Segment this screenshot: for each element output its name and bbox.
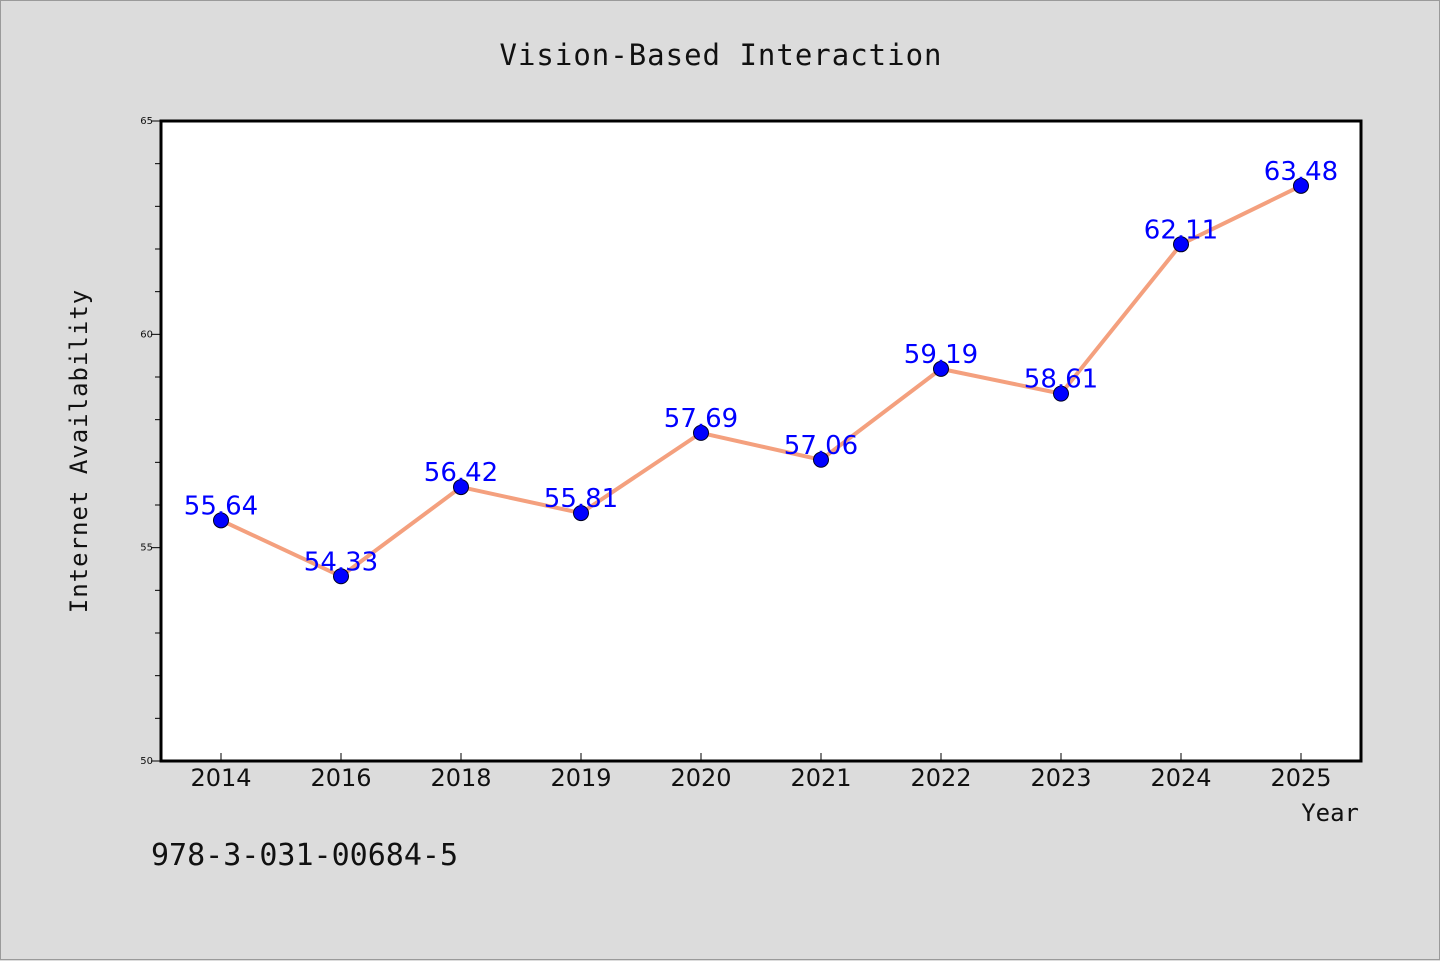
data-point <box>1293 177 1309 194</box>
data-point <box>1173 236 1189 253</box>
y-tick-label: 50 <box>140 756 153 767</box>
x-tick-label: 2024 <box>1150 764 1211 792</box>
y-tick-label: 60 <box>140 329 153 340</box>
data-point <box>213 512 229 529</box>
y-tick-label: 55 <box>140 543 153 554</box>
data-point <box>693 424 709 441</box>
chart-title: Vision-Based Interaction <box>499 38 942 72</box>
y-tick-label: 65 <box>140 116 153 127</box>
data-label: 57.69 <box>664 404 738 434</box>
x-tick-label: 2016 <box>310 764 371 792</box>
x-tick-label: 2020 <box>670 764 731 792</box>
x-tick-label: 2019 <box>550 764 611 792</box>
data-label: 58.61 <box>1024 365 1098 395</box>
x-tick-label: 2018 <box>430 764 491 792</box>
data-point <box>1053 385 1069 402</box>
plot-area <box>161 121 1361 761</box>
x-tick-label: 2025 <box>1270 764 1331 792</box>
data-label: 59.19 <box>904 340 978 370</box>
data-label: 55.81 <box>544 484 618 514</box>
data-label: 63.48 <box>1264 157 1338 187</box>
x-axis: 2014 2016 2018 2019 2020 2021 2022 2023 2024 2025 <box>190 753 1332 792</box>
data-point <box>573 505 589 522</box>
data-label: 57.06 <box>784 431 858 461</box>
y-axis: 50 55 60 65 <box>140 116 161 767</box>
plot-frame <box>159 119 1363 763</box>
data-point <box>333 568 349 585</box>
series-line <box>219 183 1303 579</box>
x-tick-label: 2021 <box>790 764 851 792</box>
x-axis-label: Year <box>1301 799 1359 827</box>
x-tick-label: 2014 <box>190 764 251 792</box>
x-tick-label: 2022 <box>910 764 971 792</box>
data-label: 62.11 <box>1144 215 1218 245</box>
isbn-annotation: 978-3-031-00684-5 <box>151 838 458 873</box>
data-point <box>933 360 949 377</box>
data-points <box>213 177 1309 585</box>
data-point <box>453 479 469 496</box>
y-axis-label: Internet Availability <box>65 289 93 613</box>
x-tick-label: 2023 <box>1030 764 1091 792</box>
data-label: 54.33 <box>304 547 378 577</box>
data-label: 56.42 <box>424 458 498 488</box>
data-labels: 55.64 54.33 56.42 55.81 57.69 57.06 59.19 58.61… <box>184 157 1338 577</box>
data-label: 55.64 <box>184 491 258 521</box>
data-point <box>813 451 829 468</box>
